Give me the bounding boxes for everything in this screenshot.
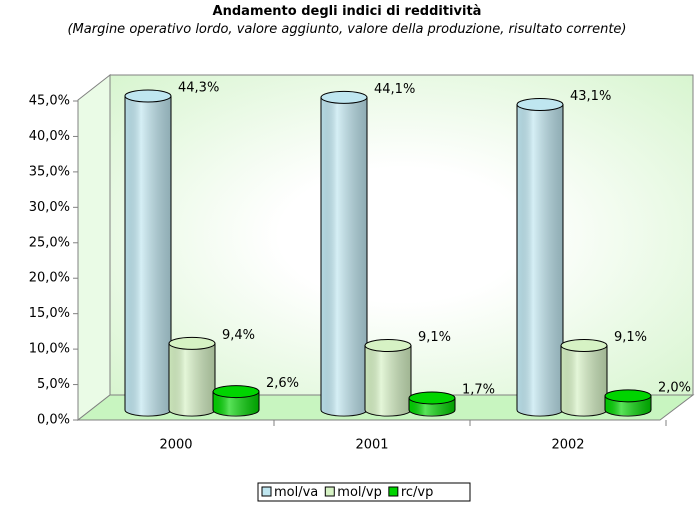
data-label: 2,0% [658, 380, 691, 395]
data-label: 43,1% [570, 89, 611, 104]
cylinder-shade [517, 104, 563, 417]
chart-subtitle: (Margine operativo lordo, valore aggiunt… [67, 22, 627, 37]
cylinder-shade [213, 391, 259, 416]
x-tick-label: 2002 [551, 438, 584, 453]
chart-title: Andamento degli indici di redditività [212, 4, 482, 19]
data-label: 9,4% [222, 328, 255, 343]
cylinder-shade [125, 95, 171, 416]
y-tick-label: 40,0% [29, 129, 70, 144]
cylinder-top [604, 389, 652, 403]
legend [257, 482, 471, 502]
y-tick-label: 10,0% [29, 342, 70, 357]
cylinder-top [168, 336, 216, 350]
x-tick-label: 2001 [355, 438, 388, 453]
cylinder-top [408, 391, 456, 405]
cylinder-shade [561, 345, 607, 416]
legend-label: rc/vp [401, 485, 434, 500]
legend-swatch [261, 486, 272, 497]
y-tick-label: 35,0% [29, 164, 70, 179]
cylinder-shade [321, 97, 367, 416]
cylinder-top [320, 90, 368, 104]
cylinder-top [124, 89, 172, 103]
y-tick-label: 30,0% [29, 200, 70, 215]
cylinder-top [516, 97, 564, 111]
y-tick-label: 20,0% [29, 271, 70, 286]
cylinder-shade [365, 345, 411, 416]
legend-label: mol/vp [337, 485, 382, 500]
cylinder-top [560, 338, 608, 352]
y-tick-label: 25,0% [29, 235, 70, 250]
y-tick-label: 0,0% [37, 413, 70, 428]
y-tick-label: 45,0% [29, 94, 70, 109]
data-label: 9,1% [614, 330, 647, 345]
data-label: 44,3% [178, 80, 219, 95]
data-label: 44,1% [374, 82, 415, 97]
side-wall [77, 73, 111, 422]
legend-label: mol/va [274, 485, 318, 500]
cylinder-shade [169, 343, 215, 416]
y-tick-label: 5,0% [37, 377, 70, 392]
legend-swatch [388, 486, 399, 497]
data-label: 2,6% [266, 376, 299, 391]
legend-swatch [324, 486, 335, 497]
x-tick-label: 2000 [159, 438, 192, 453]
cylinder-top [212, 385, 260, 399]
titles: Andamento degli indici di redditività (M… [67, 4, 627, 39]
y-tick-label: 15,0% [29, 306, 70, 321]
data-label: 9,1% [418, 330, 451, 345]
cylinder-top [364, 338, 412, 352]
data-label: 1,7% [462, 382, 495, 397]
